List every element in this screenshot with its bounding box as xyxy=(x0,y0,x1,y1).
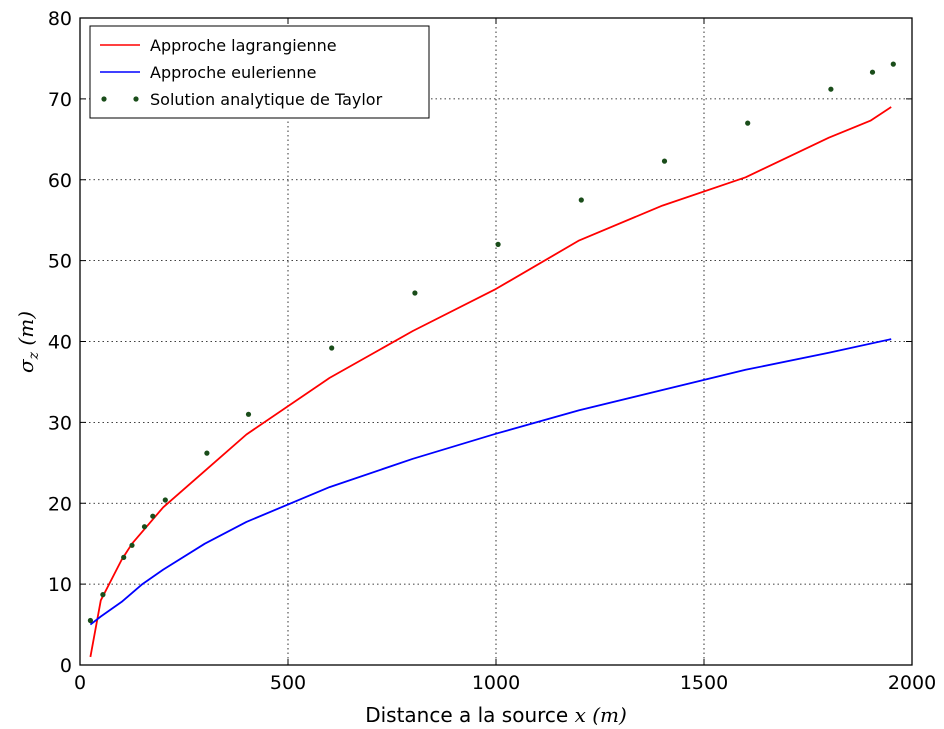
y-tick-label: 70 xyxy=(48,89,72,111)
data-point-solution-analytique-de-taylor xyxy=(87,617,93,624)
x-tick-label: 500 xyxy=(270,672,306,694)
y-tick-label: 20 xyxy=(48,493,72,515)
x-tick-label: 1000 xyxy=(472,672,520,694)
y-tick-label: 30 xyxy=(48,412,72,434)
legend: Approche lagrangienne Approche eulerienn… xyxy=(89,25,430,119)
data-point-solution-analytique-de-taylor xyxy=(204,450,210,456)
data-point-solution-analytique-de-taylor xyxy=(578,197,584,203)
y-tick-label: 40 xyxy=(48,332,72,354)
series-solution-analytique-de-taylor xyxy=(87,61,896,624)
legend-label-taylor: Solution analytique de Taylor xyxy=(150,90,383,109)
series-approche-lagrangienne xyxy=(89,106,892,658)
data-point-solution-analytique-de-taylor xyxy=(245,411,252,417)
data-point-solution-analytique-de-taylor xyxy=(495,241,501,247)
data-point-solution-analytique-de-taylor xyxy=(129,542,135,548)
data-point-solution-analytique-de-taylor xyxy=(329,345,335,351)
x-tick-label: 2000 xyxy=(888,672,936,694)
data-point-solution-analytique-de-taylor xyxy=(661,158,668,164)
legend-box xyxy=(89,25,430,119)
x-axis-label: Distance a la source x (m) xyxy=(365,703,627,727)
ticks: 0 500 1000 1500 2000 0 10 20 30 40 50 60 70 80 xyxy=(48,8,936,694)
y-tick-label: 10 xyxy=(48,574,72,596)
data-point-solution-analytique-de-taylor xyxy=(745,120,751,126)
data-point-solution-analytique-de-taylor xyxy=(869,69,876,75)
data-point-solution-analytique-de-taylor xyxy=(121,554,127,561)
data-point-solution-analytique-de-taylor xyxy=(141,524,148,530)
data-point-solution-analytique-de-taylor xyxy=(162,497,168,503)
series-approche-eulerienne xyxy=(89,338,892,626)
y-tick-label: 0 xyxy=(60,655,72,677)
y-axis-label: σz (m) xyxy=(14,311,42,373)
legend-marker-taylor-1 xyxy=(101,96,107,102)
data-point-solution-analytique-de-taylor xyxy=(150,513,156,519)
legend-label-lagrangienne: Approche lagrangienne xyxy=(150,36,337,55)
x-tick-label: 0 xyxy=(74,672,86,694)
legend-label-eulerienne: Approche eulerienne xyxy=(150,63,316,82)
x-tick-label: 1500 xyxy=(680,672,728,694)
y-tick-label: 80 xyxy=(48,8,72,30)
data-point-solution-analytique-de-taylor xyxy=(890,61,896,67)
data-point-solution-analytique-de-taylor xyxy=(412,290,418,296)
legend-marker-taylor-2 xyxy=(133,96,139,102)
series-line-approche-lagrangienne xyxy=(89,106,892,658)
y-tick-label: 60 xyxy=(48,170,72,192)
y-tick-label: 50 xyxy=(48,251,72,273)
series-line-approche-eulerienne xyxy=(89,338,892,626)
data-point-solution-analytique-de-taylor xyxy=(100,592,106,598)
grid xyxy=(80,18,912,665)
data-point-solution-analytique-de-taylor xyxy=(828,86,834,92)
series-layer xyxy=(87,61,896,658)
